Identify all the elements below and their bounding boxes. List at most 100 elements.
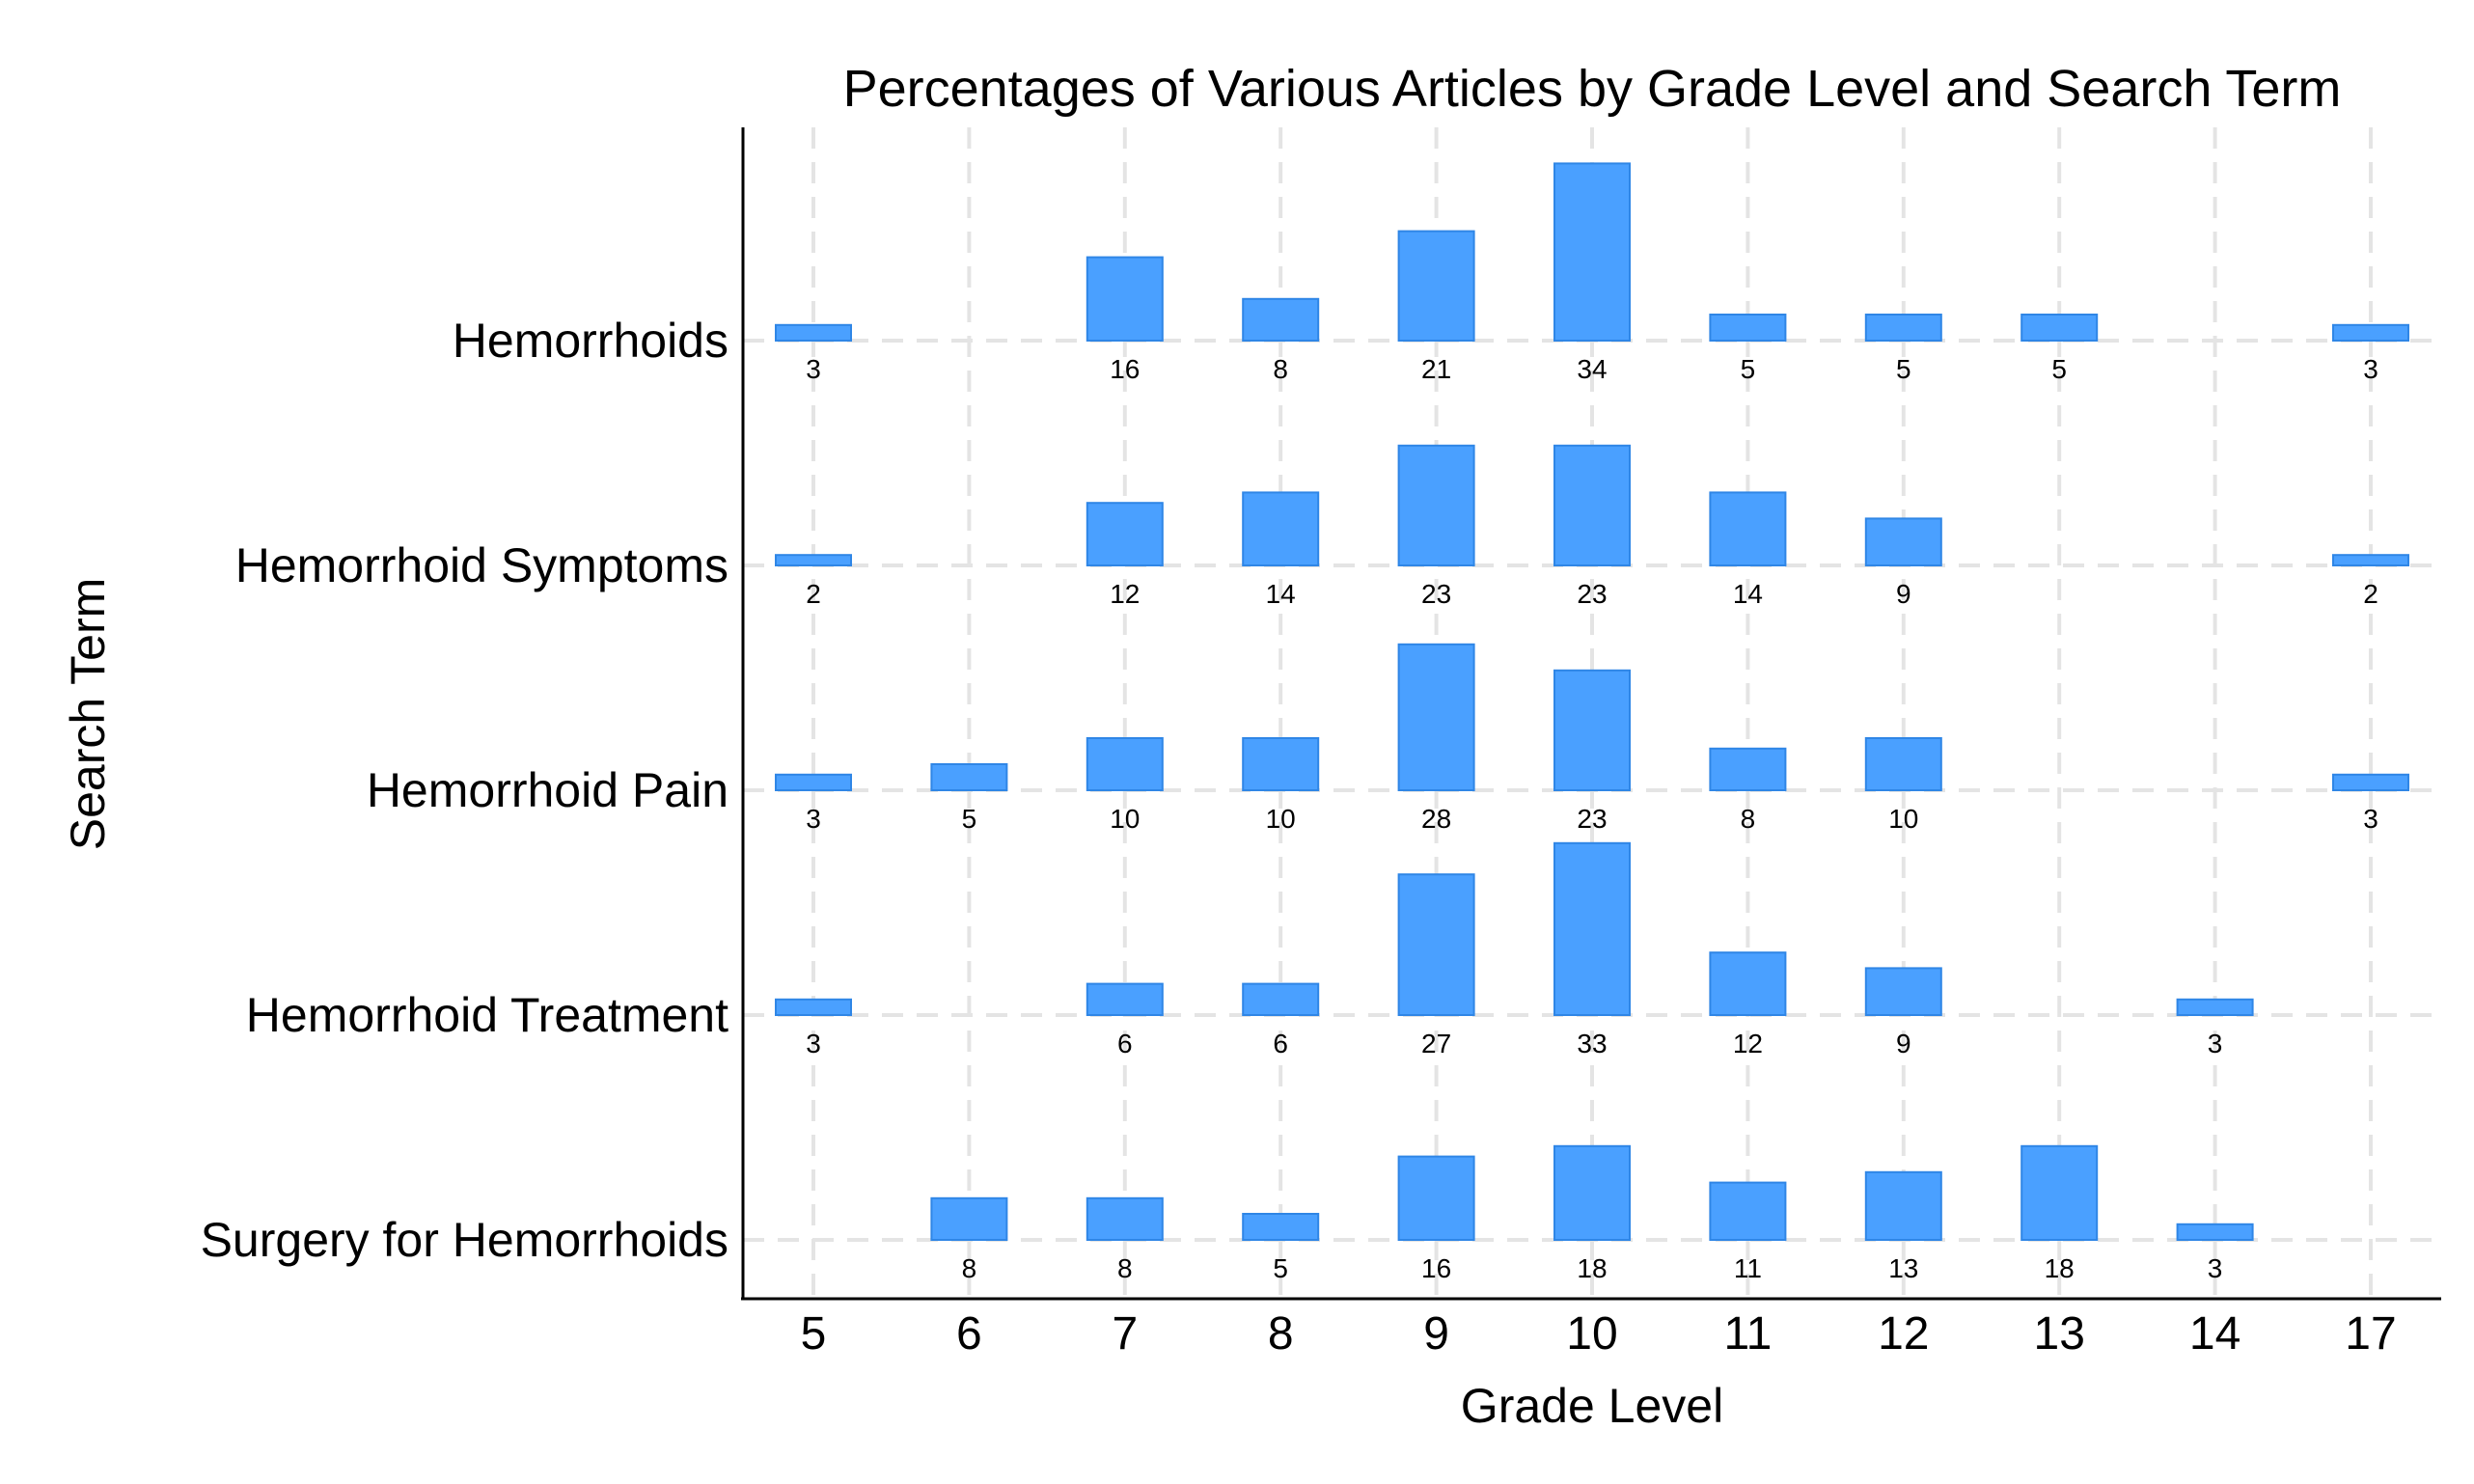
bar (1553, 841, 1631, 1016)
bar (930, 763, 1008, 791)
bar (2020, 1144, 2099, 1242)
bar-value-label: 12 (1110, 579, 1140, 609)
x-tick-label: 9 (1423, 1308, 1449, 1360)
y-tick-label: Surgery for Hemorrhoids (201, 1213, 728, 1267)
bar (1864, 737, 1942, 791)
bar-value-label: 8 (1273, 354, 1288, 384)
bar-value-label: 3 (2363, 804, 2378, 834)
bar-value-label: 6 (1273, 1029, 1288, 1058)
bar (1397, 444, 1475, 566)
bar-value-label: 5 (2051, 354, 2067, 384)
bar-value-label: 18 (2045, 1253, 2075, 1283)
bar-value-label: 3 (2208, 1029, 2223, 1058)
bar (1864, 967, 1942, 1017)
y-tick-label: Hemorrhoids (453, 314, 728, 368)
bar (1553, 444, 1631, 566)
bar (1242, 297, 1320, 342)
x-tick-label: 10 (1566, 1308, 1617, 1360)
bar (1086, 982, 1164, 1016)
bar-value-label: 5 (1273, 1253, 1288, 1283)
bar (1086, 737, 1164, 791)
bar (2176, 1223, 2254, 1242)
bar (1709, 1181, 1787, 1241)
x-tick-label: 13 (2034, 1308, 2085, 1360)
bar (1397, 230, 1475, 343)
bar-value-label: 8 (962, 1253, 977, 1283)
bar-value-label: 16 (1421, 1253, 1451, 1283)
bar (2176, 998, 2254, 1017)
x-tick-label: 11 (1723, 1308, 1772, 1360)
bar-value-label: 23 (1577, 804, 1607, 834)
bar-value-label: 5 (962, 804, 977, 834)
bar-value-label: 3 (2208, 1253, 2223, 1283)
x-tick-label: 7 (1112, 1308, 1138, 1360)
bar-value-label: 16 (1110, 354, 1140, 384)
bar-value-label: 14 (1733, 579, 1763, 609)
axis-layer (741, 127, 2441, 1301)
bar-value-label: 2 (806, 579, 821, 609)
bar (1709, 747, 1787, 791)
bar-value-label: 5 (1896, 354, 1911, 384)
bar-value-label: 23 (1421, 579, 1451, 609)
x-tick-label: 6 (956, 1308, 982, 1360)
y-tick-label: Hemorrhoid Treatment (246, 988, 728, 1042)
bar-layer (775, 162, 2409, 1242)
bar (1242, 1213, 1320, 1241)
bar (1709, 491, 1787, 566)
bar-value-label: 13 (1888, 1253, 1918, 1283)
bar-value-label: 12 (1733, 1029, 1763, 1058)
bar-value-label: 2 (2363, 579, 2378, 609)
bar (1397, 1155, 1475, 1241)
bar-value-label: 5 (1741, 354, 1756, 384)
bar (2332, 323, 2409, 342)
bar-value-label: 28 (1421, 804, 1451, 834)
bar-value-label: 3 (806, 1029, 821, 1058)
bar-value-label: 9 (1896, 579, 1911, 609)
bar (1709, 951, 1787, 1017)
y-tick-label: Hemorrhoid Pain (367, 763, 728, 817)
bar (1864, 314, 1942, 342)
bar-value-label: 18 (1577, 1253, 1607, 1283)
bar-value-label: 6 (1117, 1029, 1133, 1058)
bar (2332, 554, 2409, 567)
bar-value-label: 8 (1741, 804, 1756, 834)
bar-value-label: 10 (1888, 804, 1918, 834)
bar (930, 1196, 1008, 1242)
bar-value-label: 3 (806, 804, 821, 834)
y-axis-title: Search Term (61, 578, 115, 851)
bar-value-label: 8 (1117, 1253, 1133, 1283)
bar (775, 554, 852, 567)
bar-value-label: 14 (1266, 579, 1296, 609)
x-tick-label: 5 (801, 1308, 827, 1360)
bar (1864, 517, 1942, 567)
bar (1553, 669, 1631, 791)
bar (1242, 982, 1320, 1016)
bar (775, 998, 852, 1017)
bar (1086, 256, 1164, 343)
bar (775, 323, 852, 342)
bar (1242, 491, 1320, 566)
y-tick-label: Hemorrhoid Symptoms (235, 538, 728, 592)
x-tick-label: 17 (2345, 1308, 2396, 1360)
bar (1553, 1144, 1631, 1242)
x-axis-title: Grade Level (1461, 1379, 1723, 1433)
bar-value-label: 27 (1421, 1029, 1451, 1058)
bar-value-label: 10 (1110, 804, 1140, 834)
bar-value-label: 11 (1734, 1253, 1762, 1283)
bar-value-label: 3 (2363, 354, 2378, 384)
bar-value-label: 10 (1266, 804, 1296, 834)
x-tick-label: 12 (1878, 1308, 1929, 1360)
chart-title: Percentages of Various Articles by Grade… (843, 60, 2342, 118)
x-tick-label: 14 (2189, 1308, 2240, 1360)
bar (1397, 643, 1475, 791)
bar (2020, 314, 2099, 342)
y-tick-layer: Hemorrhoids Hemorrhoid Symptoms Hemorrhoid… (201, 314, 729, 1267)
bar-value-label: 34 (1577, 354, 1607, 384)
bar (1709, 314, 1787, 342)
bar-value-label: 23 (1577, 579, 1607, 609)
bar (1397, 873, 1475, 1017)
bar-value-label: 21 (1421, 354, 1451, 384)
bar (1086, 502, 1164, 567)
